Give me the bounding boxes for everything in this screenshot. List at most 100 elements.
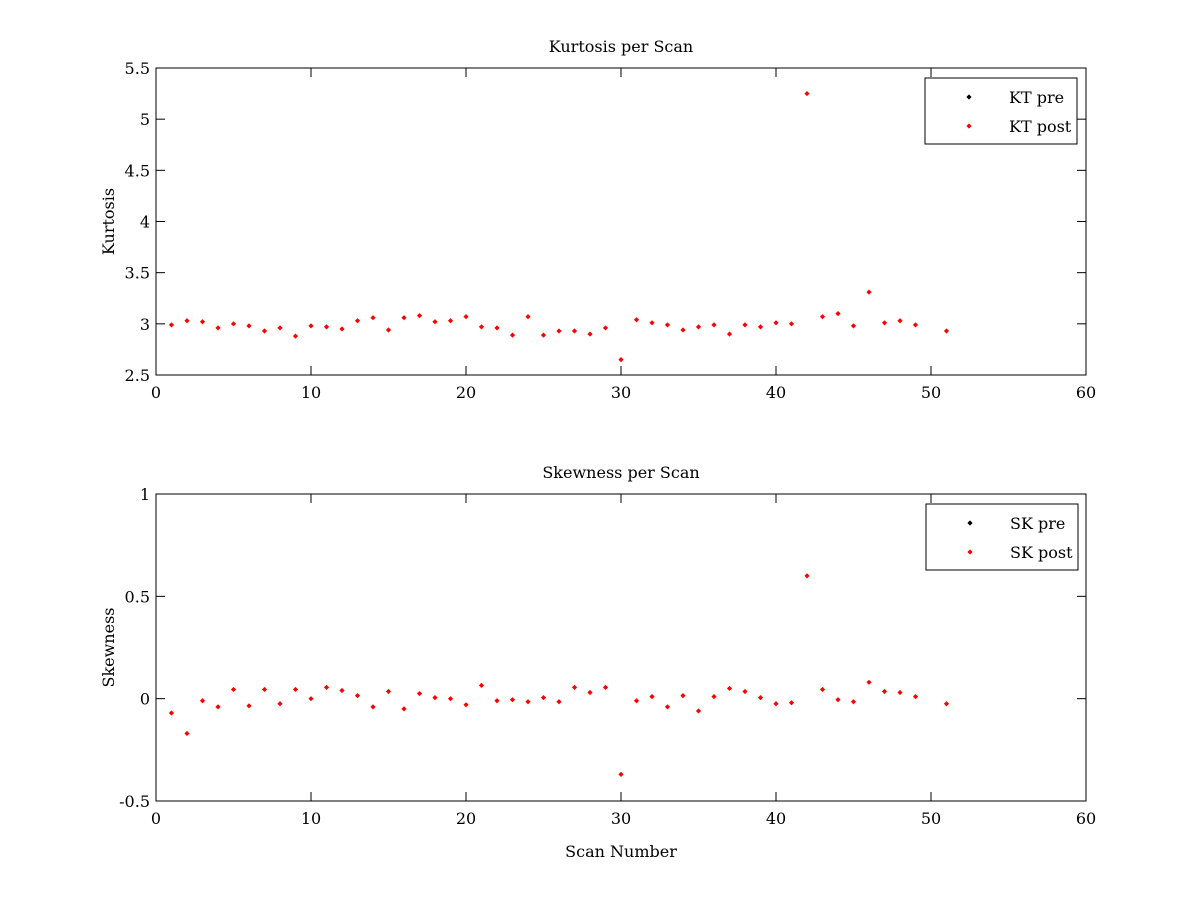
data-point bbox=[742, 688, 748, 695]
y-tick-label: 4 bbox=[140, 213, 150, 232]
y-tick-label: 0 bbox=[140, 690, 150, 709]
data-point bbox=[633, 698, 640, 704]
y-axis-label: Kurtosis bbox=[99, 188, 118, 255]
data-point bbox=[649, 320, 655, 326]
data-point bbox=[199, 319, 206, 325]
data-point bbox=[912, 322, 919, 328]
legend-label: SK post bbox=[1010, 543, 1073, 562]
data-point bbox=[401, 706, 407, 712]
data-point bbox=[897, 318, 903, 324]
data-point bbox=[680, 327, 686, 333]
data-point bbox=[525, 699, 531, 705]
data-point bbox=[757, 695, 764, 701]
data-point bbox=[447, 318, 454, 324]
data-point bbox=[199, 698, 206, 704]
x-tick-label: 10 bbox=[301, 383, 321, 402]
data-point bbox=[571, 328, 578, 334]
data-point bbox=[478, 324, 485, 330]
data-point bbox=[184, 730, 190, 737]
data-point bbox=[602, 325, 609, 331]
data-point bbox=[463, 702, 469, 708]
y-tick-label: 3.5 bbox=[125, 264, 150, 283]
data-point bbox=[773, 320, 779, 326]
legend-marker bbox=[966, 94, 972, 100]
data-point bbox=[742, 322, 748, 328]
data-point bbox=[494, 698, 500, 704]
data-point bbox=[168, 322, 175, 328]
data-point bbox=[385, 688, 392, 695]
legend-marker bbox=[966, 123, 972, 129]
data-point bbox=[618, 357, 624, 363]
data-point bbox=[819, 314, 826, 320]
data-point bbox=[292, 686, 299, 693]
data-point bbox=[866, 289, 872, 295]
y-tick-label: 5.5 bbox=[125, 59, 150, 78]
data-point bbox=[773, 701, 779, 707]
data-point bbox=[726, 331, 733, 337]
x-tick-label: 30 bbox=[611, 383, 631, 402]
data-point bbox=[277, 325, 283, 331]
chart-title: Kurtosis per Scan bbox=[549, 37, 693, 56]
data-point bbox=[277, 701, 283, 707]
x-tick-label: 20 bbox=[456, 383, 476, 402]
data-point bbox=[912, 694, 919, 700]
legend-box bbox=[925, 503, 1079, 571]
data-point bbox=[370, 704, 376, 710]
y-tick-label: 2.5 bbox=[125, 366, 150, 385]
data-point bbox=[168, 710, 175, 716]
legend-marker bbox=[967, 520, 973, 526]
data-point bbox=[726, 685, 733, 692]
data-point bbox=[246, 323, 252, 329]
data-point bbox=[230, 321, 237, 327]
x-tick-label: 50 bbox=[921, 809, 941, 828]
y-tick-label: 1 bbox=[140, 485, 150, 504]
y-tick-label: -0.5 bbox=[119, 792, 150, 811]
x-tick-label: 40 bbox=[766, 383, 786, 402]
x-tick-label: 0 bbox=[151, 809, 161, 828]
data-point bbox=[556, 328, 562, 334]
data-point bbox=[943, 701, 950, 707]
data-point bbox=[339, 326, 345, 332]
data-point bbox=[571, 684, 578, 691]
data-point bbox=[323, 684, 330, 691]
x-tick-label: 30 bbox=[611, 809, 631, 828]
data-point bbox=[540, 695, 547, 701]
data-point bbox=[835, 697, 841, 703]
data-point bbox=[432, 695, 438, 701]
data-point bbox=[788, 321, 795, 327]
data-point bbox=[711, 322, 717, 328]
data-point bbox=[835, 311, 841, 317]
data-point bbox=[525, 314, 531, 320]
legend-label: KT post bbox=[1009, 117, 1072, 136]
data-point bbox=[416, 313, 423, 319]
data-point bbox=[494, 325, 500, 331]
data-point bbox=[587, 689, 593, 696]
legend-label: SK pre bbox=[1010, 514, 1065, 533]
data-point bbox=[354, 318, 361, 324]
data-point bbox=[385, 327, 392, 333]
data-point bbox=[463, 314, 469, 320]
data-point bbox=[943, 328, 950, 334]
data-point bbox=[664, 322, 671, 328]
legend-label: KT pre bbox=[1009, 88, 1064, 107]
data-point bbox=[633, 317, 640, 323]
data-point bbox=[292, 333, 299, 339]
legend-box bbox=[924, 77, 1078, 145]
data-point bbox=[339, 687, 345, 694]
data-point bbox=[509, 332, 516, 338]
data-point bbox=[401, 315, 407, 321]
x-tick-label: 20 bbox=[456, 809, 476, 828]
data-point bbox=[804, 90, 810, 97]
data-point bbox=[680, 692, 686, 699]
data-point bbox=[587, 331, 593, 337]
legend-marker bbox=[967, 549, 973, 555]
data-point bbox=[323, 324, 330, 330]
y-axis-label: Skewness bbox=[99, 607, 118, 687]
data-point bbox=[757, 324, 764, 330]
data-point bbox=[711, 694, 717, 700]
x-tick-label: 0 bbox=[151, 383, 161, 402]
chart-title: Skewness per Scan bbox=[542, 463, 699, 482]
y-tick-label: 3 bbox=[140, 315, 150, 334]
